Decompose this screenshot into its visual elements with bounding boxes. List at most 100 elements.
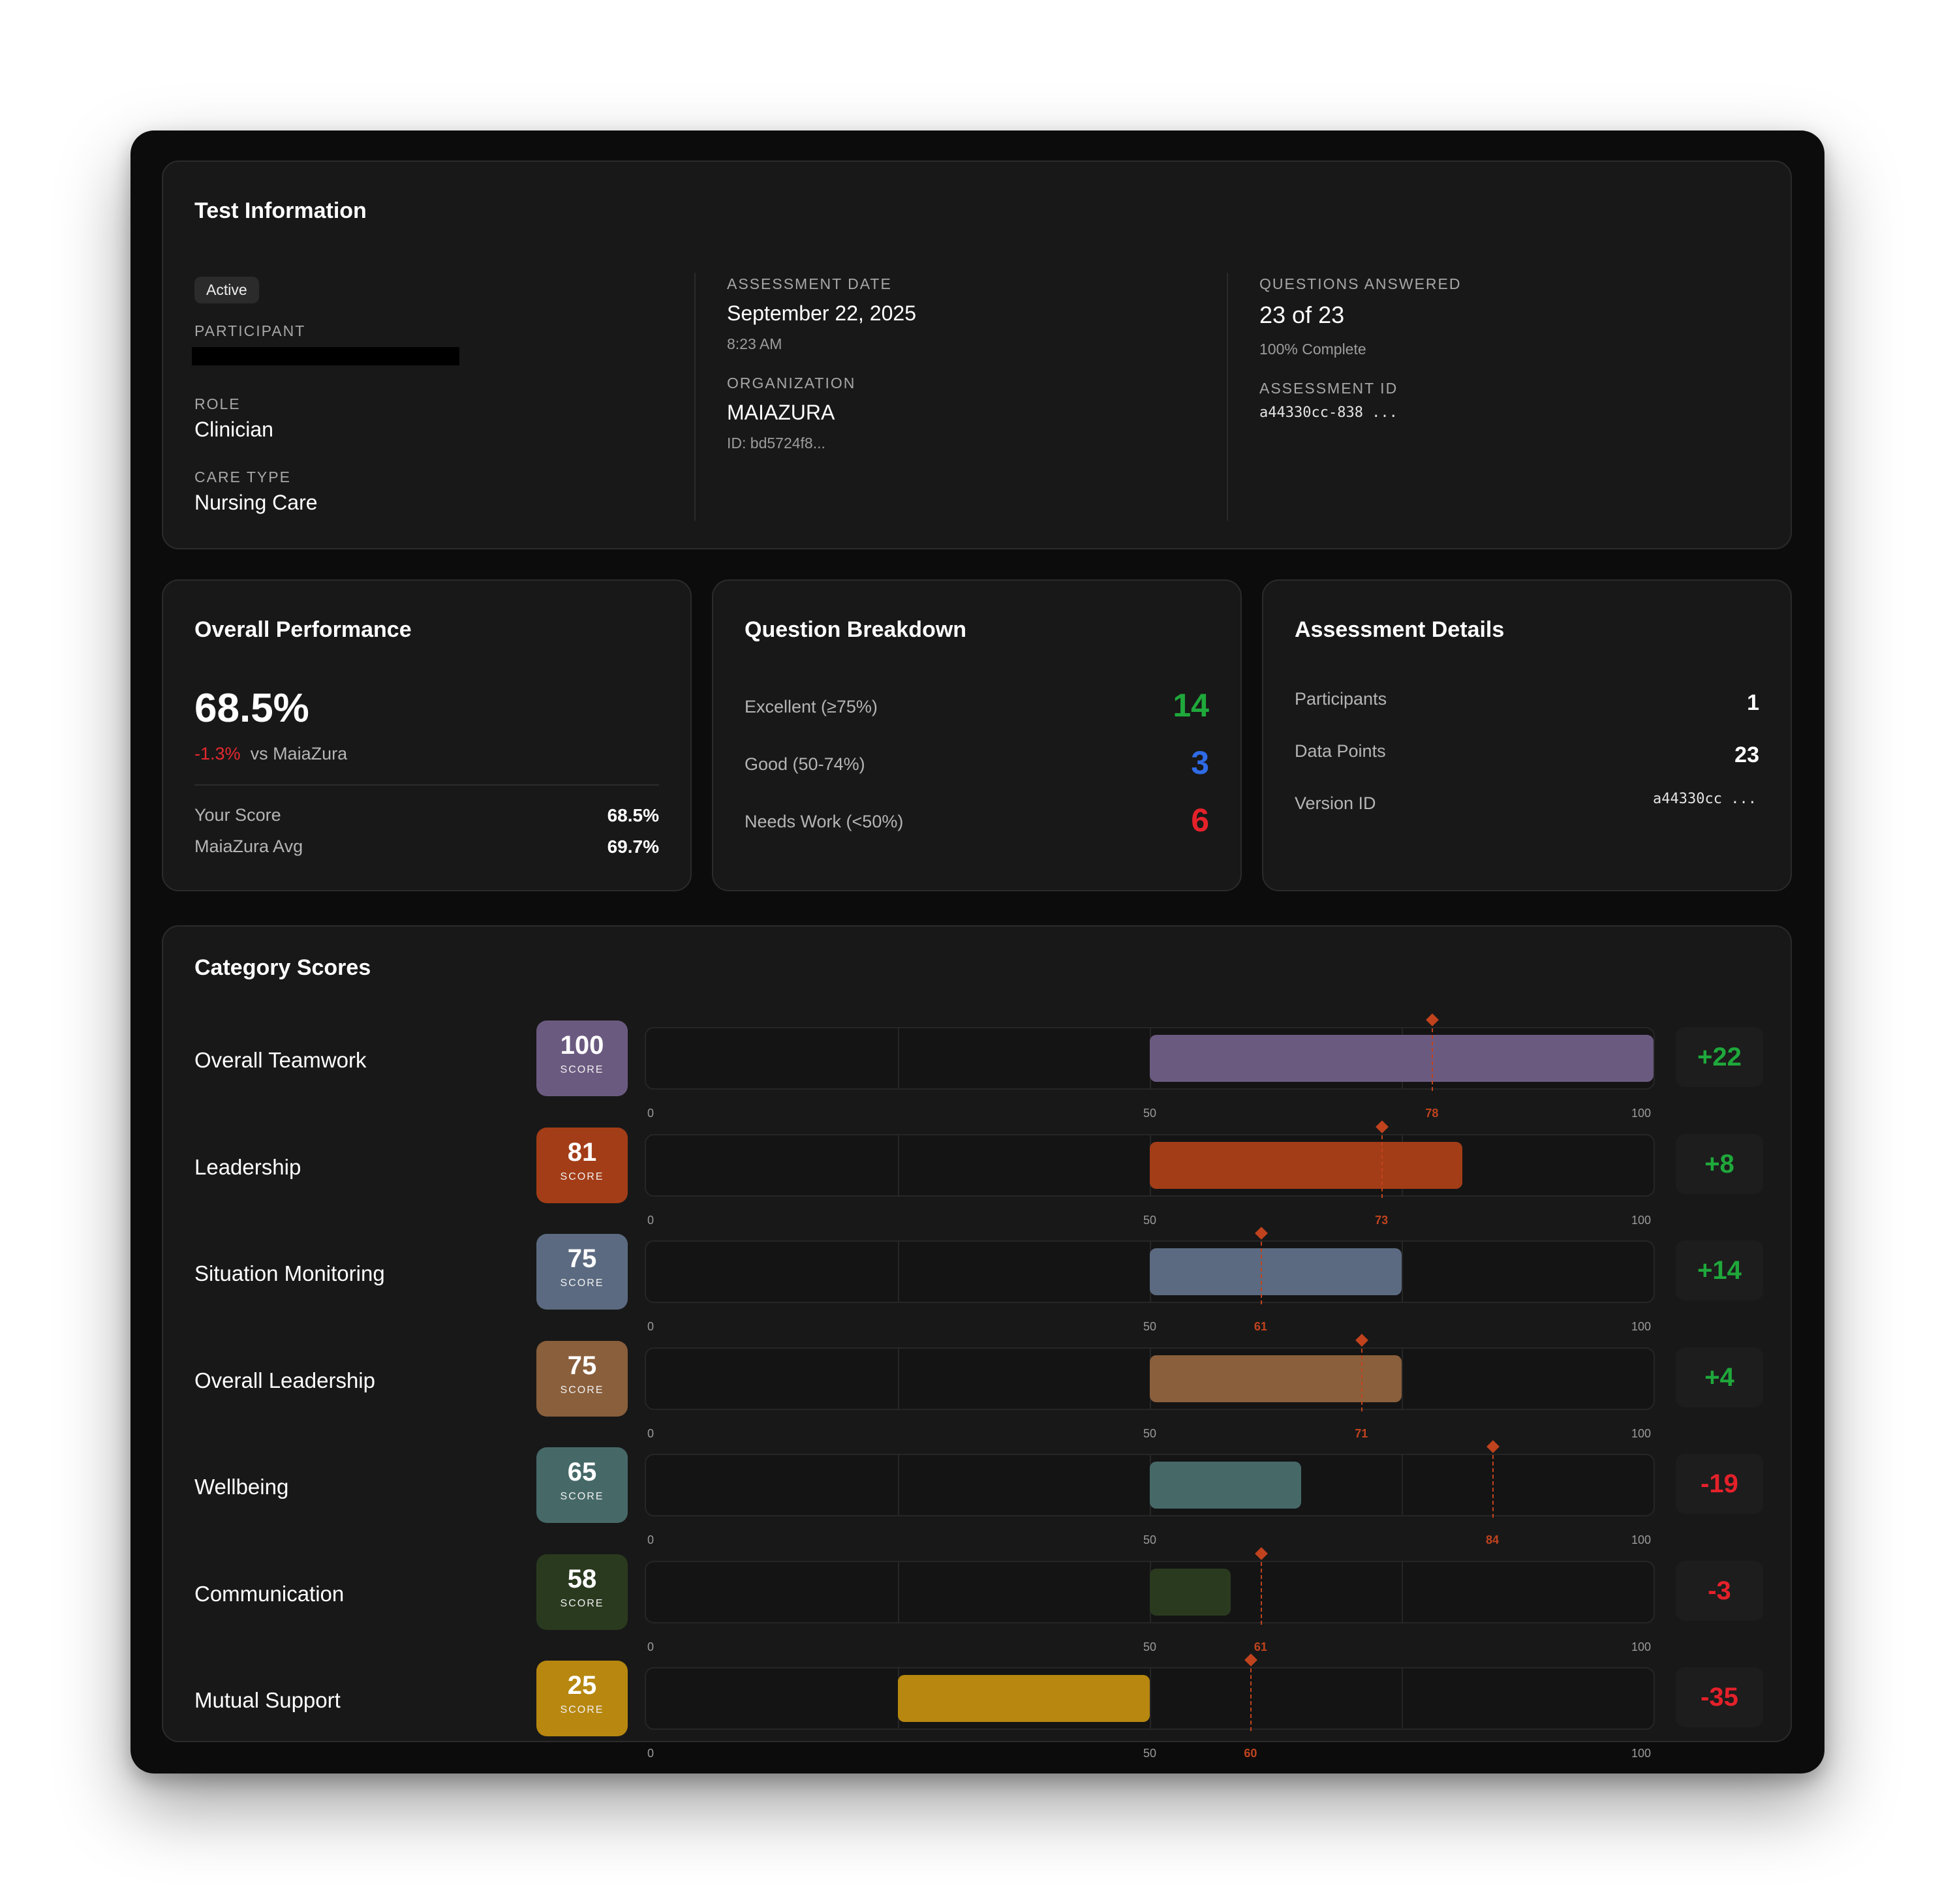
your-score-label: Your Score	[194, 805, 281, 825]
version-id-label: Version ID	[1295, 793, 1376, 813]
category-scores-card: Category Scores Overall Teamwork 100 SCORE…	[162, 925, 1792, 1760]
axis-tick-max: 100	[1631, 1107, 1652, 1120]
axis-tick-max: 100	[1631, 1747, 1652, 1760]
category-score-badge: 100 SCORE	[536, 1021, 628, 1096]
category-row: Overall Teamwork 100 SCORE 0 50 100 78 +22	[163, 1013, 1791, 1125]
test-information-card: Test Information Active PARTICIPANT ROLE…	[162, 161, 1792, 549]
category-score-badge: 81 SCORE	[536, 1127, 628, 1203]
axis-tick-mid: 50	[1143, 1533, 1157, 1546]
category-score-value: 65	[567, 1458, 597, 1486]
category-score-bar	[898, 1675, 1150, 1722]
axis-tick-mid: 50	[1143, 1107, 1157, 1120]
participant-name-redacted	[192, 347, 459, 365]
category-score-value: 81	[567, 1137, 597, 1167]
category-difference: +14	[1676, 1240, 1763, 1300]
needs-work-label: Needs Work (<50%)	[745, 812, 904, 831]
organization-value: MAIAZURA	[727, 401, 835, 424]
category-difference: +4	[1676, 1347, 1763, 1407]
category-score-value: 75	[567, 1244, 597, 1273]
category-score-bar	[1150, 1141, 1462, 1189]
category-row: Leadership 81 SCORE 0 50 100 73 +8	[163, 1120, 1791, 1232]
app-window: Test Information Active PARTICIPANT ROLE…	[131, 131, 1824, 1773]
category-score-badge: 25 SCORE	[536, 1661, 628, 1736]
participants-label: Participants	[1295, 689, 1387, 709]
comparison-line: -1.3% vs MaiaZura	[194, 744, 347, 764]
axis-tick-min: 0	[647, 1320, 654, 1333]
axis-tick-mid: 50	[1143, 1426, 1157, 1440]
your-score-value: 68.5%	[607, 805, 659, 825]
data-points-value: 23	[1734, 743, 1759, 767]
category-bar-track: 0 50 100 73	[645, 1120, 1655, 1227]
assessment-date-column: ASSESSMENT DATE September 22, 2025 8:23 …	[696, 162, 1228, 548]
benchmark-line	[1250, 1668, 1252, 1731]
benchmark-line	[1260, 1242, 1262, 1304]
overall-score: 68.5%	[194, 686, 309, 731]
care-type-value: Nursing Care	[194, 491, 318, 514]
category-bar-track: 0 50 100 78	[645, 1013, 1655, 1120]
good-count: 3	[1191, 745, 1209, 781]
category-score-bar	[1150, 1248, 1402, 1295]
gridline	[1402, 1668, 1403, 1728]
question-breakdown-card: Question Breakdown Excellent (≥75%) 14 G…	[712, 579, 1242, 891]
category-difference: +22	[1676, 1027, 1763, 1087]
overall-performance-card: Overall Performance 68.5% -1.3% vs MaiaZ…	[162, 579, 692, 891]
category-score-bar	[1150, 1035, 1654, 1082]
divider	[194, 784, 659, 786]
gridline	[1402, 1455, 1403, 1515]
question-breakdown-title: Question Breakdown	[745, 617, 967, 642]
good-label: Good (50-74%)	[745, 754, 865, 774]
benchmark-marker-icon	[1426, 1013, 1439, 1026]
category-bar-track: 0 50 100 71	[645, 1333, 1655, 1440]
axis-tick-mid: 50	[1143, 1747, 1157, 1760]
axis-tick-min: 0	[647, 1533, 654, 1546]
assessment-time: 8:23 AM	[727, 335, 782, 352]
completion-text: 100% Complete	[1259, 341, 1366, 358]
excellent-label: Excellent (≥75%)	[745, 697, 878, 716]
organization-id: ID: bd5724f8...	[727, 435, 825, 452]
category-score-value: 75	[567, 1351, 597, 1380]
category-difference: -35	[1676, 1667, 1763, 1727]
benchmark-value: 73	[1375, 1213, 1389, 1227]
gridline	[898, 1242, 899, 1302]
category-score-badge: 65 SCORE	[536, 1447, 628, 1523]
category-name: Mutual Support	[194, 1688, 341, 1712]
benchmark-line	[1432, 1028, 1434, 1091]
category-score-label: SCORE	[560, 1384, 604, 1396]
benchmark-line	[1492, 1455, 1494, 1518]
category-score-badge: 75 SCORE	[536, 1234, 628, 1310]
category-score-value: 25	[567, 1671, 597, 1700]
gridline	[898, 1455, 899, 1515]
questions-answered-value: 23 of 23	[1259, 301, 1345, 328]
category-score-bar	[1150, 1355, 1402, 1402]
gridline	[1150, 1668, 1151, 1728]
category-score-label: SCORE	[560, 1064, 604, 1075]
benchmark-line	[1260, 1561, 1262, 1625]
status-badge: Active	[194, 277, 259, 303]
gridline	[1402, 1561, 1403, 1622]
axis-tick-max: 100	[1631, 1320, 1652, 1333]
gridline	[898, 1348, 899, 1409]
benchmark-value: 84	[1485, 1533, 1499, 1546]
axis-tick-min: 0	[647, 1640, 654, 1653]
gridline	[1402, 1348, 1403, 1409]
participants-value: 1	[1747, 690, 1759, 715]
participant-label: PARTICIPANT	[194, 322, 306, 339]
gridline	[898, 1028, 899, 1088]
category-name: Leadership	[194, 1154, 301, 1179]
category-name: Overall Teamwork	[194, 1048, 367, 1072]
category-score-label: SCORE	[560, 1171, 604, 1182]
assessment-id-value: a44330cc-838 ...	[1259, 405, 1398, 421]
benchmark-value: 71	[1355, 1426, 1368, 1440]
test-information-title: Test Information	[194, 198, 367, 223]
axis-tick-min: 0	[647, 1107, 654, 1120]
axis-tick-min: 0	[647, 1426, 654, 1440]
needs-work-count: 6	[1191, 802, 1209, 838]
benchmark-line	[1381, 1135, 1383, 1198]
category-score-label: SCORE	[560, 1491, 604, 1502]
category-row: Mutual Support 25 SCORE 0 50 100 60 -35	[163, 1653, 1791, 1765]
category-name: Wellbeing	[194, 1475, 289, 1499]
category-score-label: SCORE	[560, 1597, 604, 1609]
role-label: ROLE	[194, 395, 241, 412]
column-divider	[1227, 273, 1228, 521]
benchmark-value: 61	[1254, 1320, 1267, 1333]
